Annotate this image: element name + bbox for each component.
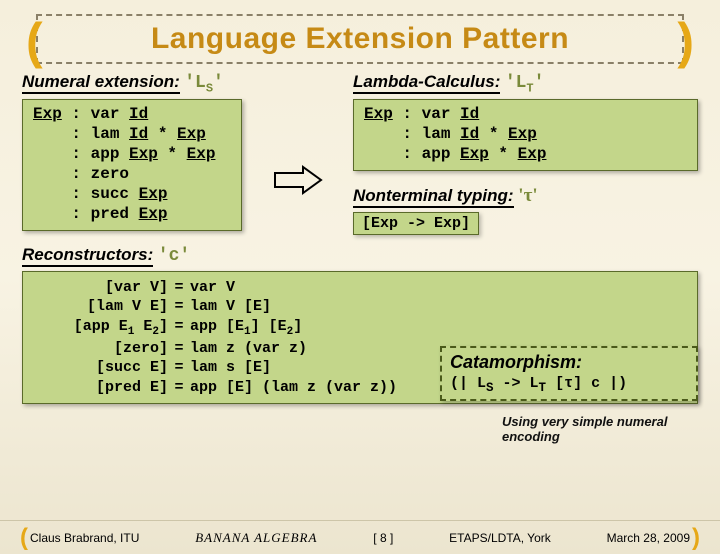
footer-page: [ 8 ] [373,531,393,545]
lambda-calc-label: Lambda-Calculus: [353,72,500,94]
grammar-lt-box: Exp : var Id : lam Id * Exp : app Exp * … [353,99,698,171]
encoding-note: Using very simple numeral encoding [502,414,692,444]
catamorphism-expr: (| LS -> LT [τ] c |) [450,375,688,395]
slide-title-box: ( Language Extension Pattern ) [36,14,684,64]
catamorphism-box: Catamorphism: (| LS -> LT [τ] c |) [440,346,698,401]
footer-center: BANANA ALGEBRA [195,530,317,546]
catamorphism-title: Catamorphism: [450,352,688,373]
ls-symbol: 'LS' [184,73,224,93]
reconstructors-header: Reconstructors: 'c' [22,245,698,267]
banana-icon: ) [692,524,700,552]
slide-footer: ( Claus Brabrand, ITU BANANA ALGEBRA [ 8… [0,520,720,554]
numeral-ext-label: Numeral extension: [22,72,180,94]
slide-title: Language Extension Pattern [151,22,569,55]
grammar-row: Exp : var Id : lam Id * Exp : app Exp * … [22,96,698,235]
grammar-ls-box: Exp : var Id : lam Id * Exp : app Exp * … [22,99,242,231]
nonterminal-typing-label: Nonterminal typing: 'τ' [353,185,698,208]
banana-icon: ( [20,524,28,552]
exp-map-box: [Exp -> Exp] [353,212,479,235]
footer-venue: ETAPS/LDTA, York [449,531,551,545]
arrow-icon [273,165,323,195]
lt-symbol: 'LT' [505,73,545,93]
header-row: Numeral extension: 'LS' Lambda-Calculus:… [22,72,698,96]
footer-date: March 28, 2009 [607,531,690,545]
banana-bracket-right-icon: ) [677,12,694,70]
banana-bracket-left-icon: ( [26,12,43,70]
footer-author: Claus Brabrand, ITU [30,531,139,545]
